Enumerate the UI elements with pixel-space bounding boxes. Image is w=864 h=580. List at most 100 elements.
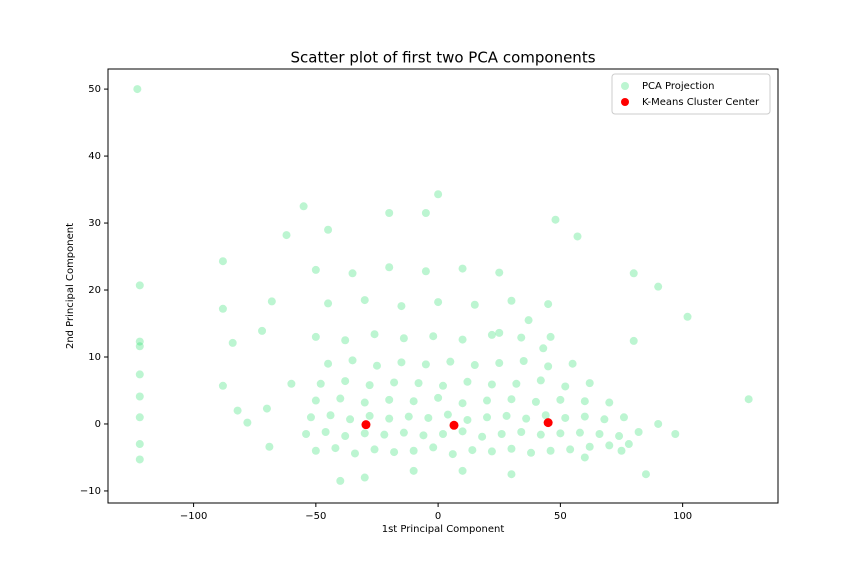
point [399,334,408,343]
point [551,215,560,224]
point [421,267,430,276]
point [443,410,452,419]
y-axis-label: 2nd Principal Component [65,223,76,349]
chart-title: Scatter plot of first two PCA components [290,49,595,67]
point [399,428,408,437]
point [390,378,399,387]
point [575,428,584,437]
point [409,466,418,475]
y-tick-label: 50 [88,84,101,95]
point [544,300,553,309]
point [218,381,227,390]
point [282,231,291,240]
point [424,413,433,422]
point [566,445,575,454]
y-tick-label: 0 [95,419,101,430]
point [671,430,680,439]
point [629,336,638,345]
point [404,412,413,421]
x-tick-label: −50 [305,511,326,522]
point [541,411,550,420]
point [495,268,504,277]
point [324,225,333,234]
point [629,269,638,278]
point [372,361,381,370]
point [385,208,394,217]
point [561,382,570,391]
point [397,358,406,367]
point [218,304,227,313]
point [595,430,604,439]
point [365,381,374,390]
point [439,430,447,439]
point [385,395,394,404]
point [135,337,144,346]
point [483,413,492,422]
point [546,332,555,341]
point [341,377,350,386]
point [439,381,447,390]
point [409,446,418,455]
point [536,376,545,385]
x-axis-label: 1st Principal Component [382,524,505,535]
point [135,342,144,351]
point [624,440,633,449]
point [517,333,526,342]
point [463,377,472,386]
point [380,430,389,439]
point [654,282,663,291]
point [483,396,492,405]
point [600,415,609,424]
point [135,440,144,449]
legend-marker [621,82,629,90]
point [434,190,443,199]
point [544,362,553,371]
point [478,432,487,441]
point [429,443,438,452]
point [507,470,516,479]
point [463,415,472,424]
point [419,431,428,440]
point [135,455,144,464]
point [414,379,423,388]
point [385,263,394,272]
point [365,411,374,420]
point [324,359,333,368]
point [615,432,624,441]
point [228,338,237,347]
point [495,328,504,337]
point [341,336,350,345]
point [458,399,467,408]
cluster-center [361,420,371,430]
point [287,379,296,388]
point [502,411,511,420]
point [370,445,379,454]
cluster-center [449,420,459,430]
point [262,404,271,413]
point [321,428,330,437]
plot-frame [107,68,779,504]
point [495,359,504,368]
point [580,453,589,462]
point [517,428,526,437]
point [346,415,355,424]
point [568,359,577,368]
point [585,379,594,388]
y-tick-label: 10 [88,352,101,363]
y-tick-label: 40 [88,151,101,162]
point [470,300,479,309]
y-tick-label: 20 [88,285,101,296]
point [336,394,345,403]
point [267,297,276,306]
point [744,395,753,404]
point [434,393,443,402]
point [522,414,531,423]
point [487,380,496,389]
point [619,413,628,422]
point [341,432,350,441]
x-tick-label: 50 [554,511,567,522]
point [539,344,548,353]
point [546,446,555,455]
